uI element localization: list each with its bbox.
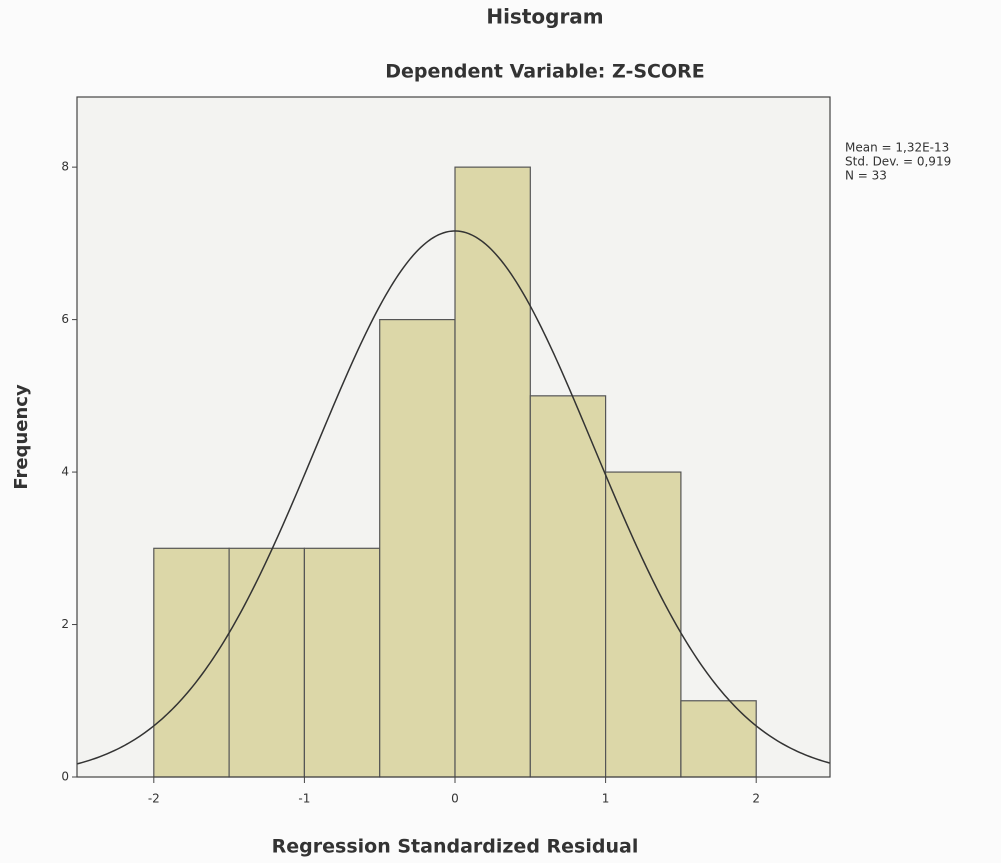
bar <box>379 319 456 778</box>
bar <box>529 395 607 778</box>
bar <box>303 547 381 778</box>
bar <box>605 471 682 778</box>
plot-frame <box>76 96 831 778</box>
y-tick-label: 0 <box>61 770 69 784</box>
bar <box>680 700 757 778</box>
x-tick-label: -1 <box>298 792 310 806</box>
stat-label: Std. Dev. = 0,919 <box>845 155 951 169</box>
bar <box>228 547 306 778</box>
stat-label: Mean = 1,32E-13 <box>845 141 949 155</box>
y-tick-label: 8 <box>61 160 69 174</box>
y-tick-label: 6 <box>61 312 69 326</box>
y-tick-label: 2 <box>61 617 69 631</box>
chart-title: Histogram <box>486 5 603 29</box>
chart-subtitle: Dependent Variable: Z-SCORE <box>385 61 705 83</box>
x-tick-label: 0 <box>451 792 459 806</box>
bar <box>454 166 531 778</box>
y-tick-label: 4 <box>61 465 69 479</box>
x-tick-label: 2 <box>752 792 760 806</box>
bar <box>153 547 230 778</box>
normal-curve <box>76 230 831 765</box>
y-axis-label: Frequency <box>11 384 32 490</box>
x-axis-label: Regression Standardized Residual <box>272 836 639 858</box>
stat-label: N = 33 <box>845 169 887 183</box>
x-tick-label: -2 <box>148 792 160 806</box>
x-tick-label: 1 <box>602 792 610 806</box>
